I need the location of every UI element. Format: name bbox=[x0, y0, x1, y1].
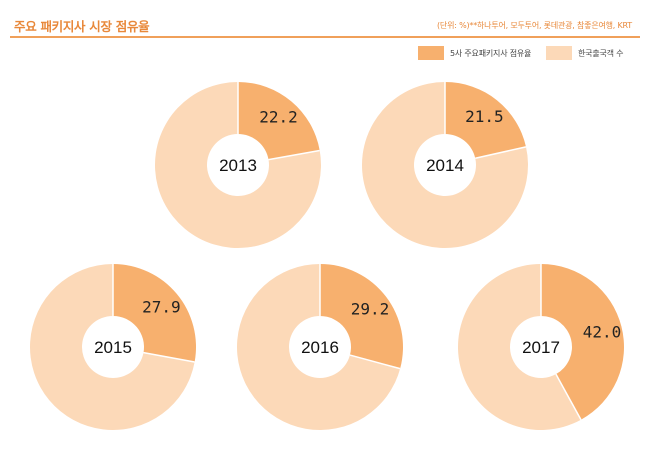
chart-title: 주요 패키지사 시장 점유율 bbox=[14, 19, 150, 34]
slice-share-2017 bbox=[541, 264, 624, 420]
slice-separator-end-2016 bbox=[349, 354, 401, 370]
slice-remainder-2013 bbox=[155, 82, 321, 248]
legend-swatch-share bbox=[418, 46, 444, 60]
slice-share-2015 bbox=[113, 264, 196, 363]
year-label-2014: 2014 bbox=[426, 156, 464, 175]
value-label-2017: 42.0 bbox=[583, 322, 622, 341]
value-label-2015: 27.9 bbox=[142, 298, 181, 317]
slice-separator-end-2015 bbox=[143, 351, 195, 363]
slice-separator-end-2014 bbox=[475, 146, 527, 159]
chart-header: 주요 패키지사 시장 점유율 (단위: %)**하나투어, 모두투어, 롯데관광… bbox=[0, 0, 646, 40]
value-label-2014: 21.5 bbox=[465, 107, 504, 126]
legend-swatch-remainder bbox=[546, 46, 572, 60]
donut-2017: 42.0 2017 bbox=[457, 264, 624, 430]
donut-2015: 27.9 2015 bbox=[29, 264, 196, 430]
slice-remainder-2015 bbox=[29, 264, 195, 430]
donut-2013: 22.2 2013 bbox=[155, 82, 321, 248]
slice-share-2013 bbox=[238, 82, 320, 160]
slice-share-2016 bbox=[320, 264, 403, 369]
year-label-2015: 2015 bbox=[94, 338, 132, 357]
legend-label-remainder: 한국출국객 수 bbox=[578, 48, 624, 58]
donut-2016: 29.2 2016 bbox=[237, 264, 403, 430]
legend: 5사 주요패키지사 점유율 한국출국객 수 bbox=[0, 46, 646, 66]
donut-2014: 21.5 2014 bbox=[361, 82, 528, 248]
legend-label-share: 5사 주요패키지사 점유율 bbox=[450, 48, 532, 58]
year-label-2013: 2013 bbox=[219, 156, 257, 175]
legend-item-remainder: 한국출국객 수 bbox=[546, 46, 624, 60]
header-divider bbox=[10, 36, 640, 38]
value-label-2016: 29.2 bbox=[351, 300, 390, 319]
unit-note: (단위: %)**하나투어, 모두투어, 롯데관광, 참좋은여행, KRT bbox=[437, 21, 632, 30]
slice-remainder-2017 bbox=[457, 264, 581, 430]
legend-item-share: 5사 주요패키지사 점유율 bbox=[418, 46, 531, 60]
slice-separator-end-2017 bbox=[555, 373, 582, 421]
value-label-2013: 22.2 bbox=[259, 108, 298, 127]
slice-remainder-2016 bbox=[237, 264, 401, 430]
year-label-2016: 2016 bbox=[301, 338, 339, 357]
slice-share-2014 bbox=[445, 82, 527, 159]
slice-remainder-2014 bbox=[361, 82, 528, 248]
slice-separator-end-2013 bbox=[268, 149, 320, 161]
year-label-2017: 2017 bbox=[522, 338, 560, 357]
